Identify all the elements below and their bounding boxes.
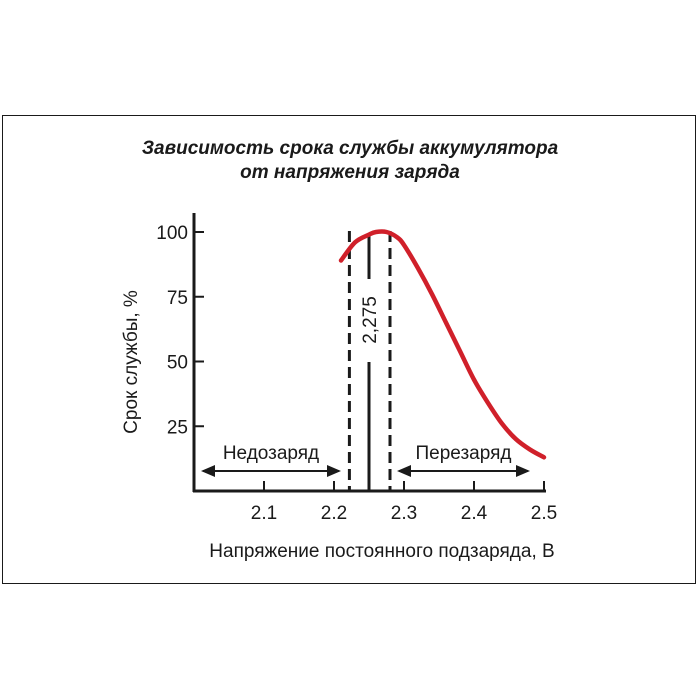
y-axis-label: Срок службы, % bbox=[121, 290, 142, 434]
x-tick-label: 2.1 bbox=[251, 503, 277, 524]
y-ticks: 25 50 75 100 bbox=[156, 223, 204, 438]
center-voltage-label: 2,275 bbox=[360, 296, 381, 344]
region-label: Недозаряд bbox=[223, 443, 319, 464]
y-tick-label: 75 bbox=[167, 288, 188, 309]
chart-title-line-1: Зависимость срока службы аккумулятора bbox=[141, 138, 559, 159]
reference-lines: 2,275 bbox=[347, 231, 392, 491]
chart-title: Зависимость срока службы аккумулятора от… bbox=[0, 137, 700, 185]
y-tick-label: 25 bbox=[167, 417, 188, 438]
x-axis-label: Напряжение постоянного подзаряда, В bbox=[209, 541, 554, 562]
x-tick-label: 2.3 bbox=[391, 503, 417, 524]
x-tick-label: 2.4 bbox=[461, 503, 488, 524]
y-tick-label: 100 bbox=[156, 223, 188, 244]
x-tick-label: 2.5 bbox=[531, 503, 557, 524]
chart-title-line-2: от напряжения заряда bbox=[240, 162, 460, 183]
region-arrow-head-right bbox=[327, 465, 341, 477]
x-ticks: 2.1 2.2 2.3 2.4 2.5 bbox=[251, 481, 557, 524]
y-tick-label: 50 bbox=[167, 353, 188, 374]
x-tick-label: 2.2 bbox=[321, 503, 347, 524]
life-curve-series bbox=[338, 229, 547, 460]
series-group bbox=[338, 229, 547, 460]
region-label: Перезаряд bbox=[416, 443, 512, 464]
region-arrow-head-left bbox=[201, 465, 215, 477]
chart-frame bbox=[2, 115, 696, 584]
region-annotations: Недозаряд Перезаряд bbox=[201, 443, 530, 477]
region-arrow-head-right bbox=[516, 465, 530, 477]
region-arrow-head-left bbox=[397, 465, 411, 477]
